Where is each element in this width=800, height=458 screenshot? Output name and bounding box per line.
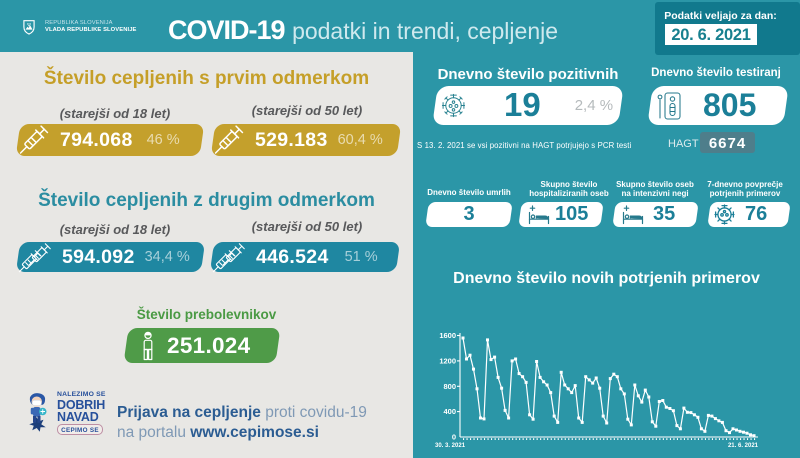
svg-text:800: 800	[443, 382, 456, 391]
svg-text:21. 6. 2021: 21. 6. 2021	[728, 443, 759, 449]
svg-text:1600: 1600	[439, 331, 456, 340]
svg-text:30. 3. 2021: 30. 3. 2021	[435, 443, 466, 449]
svg-text:0: 0	[452, 433, 456, 442]
svg-text:1200: 1200	[439, 356, 456, 365]
svg-text:400: 400	[443, 407, 456, 416]
